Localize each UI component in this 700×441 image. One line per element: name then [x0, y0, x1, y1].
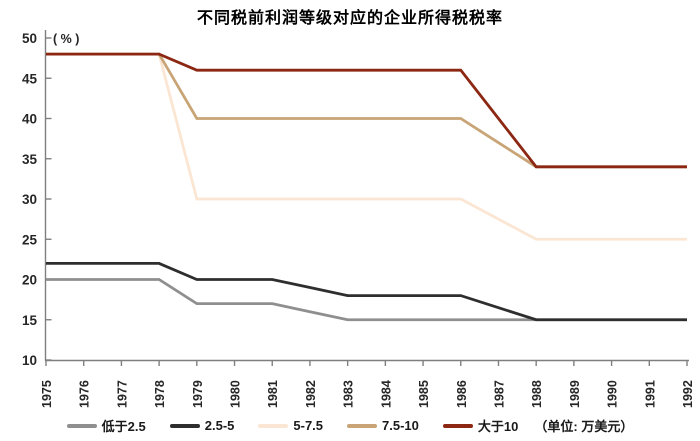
legend-label-5-to-7-5: 5-7.5: [293, 418, 324, 433]
x-tick-label: 1987: [492, 380, 506, 408]
legend-item-below-2-5: 低于2.5: [66, 416, 146, 435]
series-line-below-2-5: [46, 278, 687, 322]
x-tick-label: 1984: [379, 380, 393, 408]
x-tick-label: 1981: [266, 380, 280, 408]
x-tick-label: 1992: [681, 380, 695, 408]
x-tick-label: 1980: [229, 380, 243, 408]
legend-item-5-to-7-5: 5-7.5: [258, 418, 323, 433]
legend-swatch-7-5-to-10: [347, 423, 378, 428]
y-tick-label: 50: [22, 31, 37, 46]
x-tick-label: 1991: [643, 380, 657, 408]
legend-item-7-5-to-10: 7.5-10: [347, 418, 419, 433]
series-line-5-to-7-5: [46, 52, 687, 241]
x-tick-label: 1985: [417, 380, 431, 408]
y-tick-label: 30: [22, 192, 37, 207]
y-tick-label: 10: [22, 353, 37, 368]
legend-item-above-10: 大于10: [442, 416, 519, 435]
legend-swatch-5-to-7-5: [258, 423, 289, 428]
x-tick-label: 1975: [40, 380, 54, 408]
y-tick-label: 35: [22, 152, 38, 167]
x-tick-label: 1977: [115, 380, 129, 408]
y-tick-label: 15: [22, 313, 38, 328]
legend-swatch-below-2-5: [66, 423, 97, 428]
x-tick-label: 1986: [455, 380, 469, 408]
x-tick-label: 1978: [153, 380, 167, 408]
series-line-above-10: [46, 52, 687, 169]
x-tick-label: 1976: [78, 380, 92, 408]
legend-label-below-2-5: 低于2.5: [101, 419, 146, 434]
y-tick-label: 25: [22, 232, 38, 247]
legend-unit-note: （单位: 万美元）: [534, 419, 634, 434]
y-axis-unit-label: ( % ): [53, 32, 79, 46]
x-tick-label: 1982: [304, 380, 318, 408]
x-tick-label: 1989: [568, 380, 582, 408]
y-tick-label: 20: [22, 273, 37, 288]
legend-swatch-above-10: [442, 423, 473, 428]
x-tick-label: 1988: [530, 380, 544, 408]
y-tick-label: 40: [22, 112, 37, 127]
x-tick-label: 1979: [191, 380, 205, 408]
chart-title: 不同税前利润等级对应的企业所得税税率: [196, 8, 503, 27]
legend: 低于2.5 2.5-5 5-7.5 7.5-10 大于10 （单位: 万美元）: [0, 416, 700, 435]
legend-label-above-10: 大于10: [477, 419, 519, 434]
legend-label-2-5-to-5: 2.5-5: [204, 418, 235, 433]
y-tick-label: 45: [22, 71, 38, 86]
series-line-2-5-to-5: [46, 261, 687, 322]
legend-item-2-5-to-5: 2.5-5: [169, 418, 235, 433]
legend-label-7-5-to-10: 7.5-10: [382, 418, 419, 433]
x-tick-label: 1990: [606, 380, 620, 408]
x-tick-label: 1983: [342, 380, 356, 408]
legend-swatch-2-5-to-5: [169, 423, 200, 428]
